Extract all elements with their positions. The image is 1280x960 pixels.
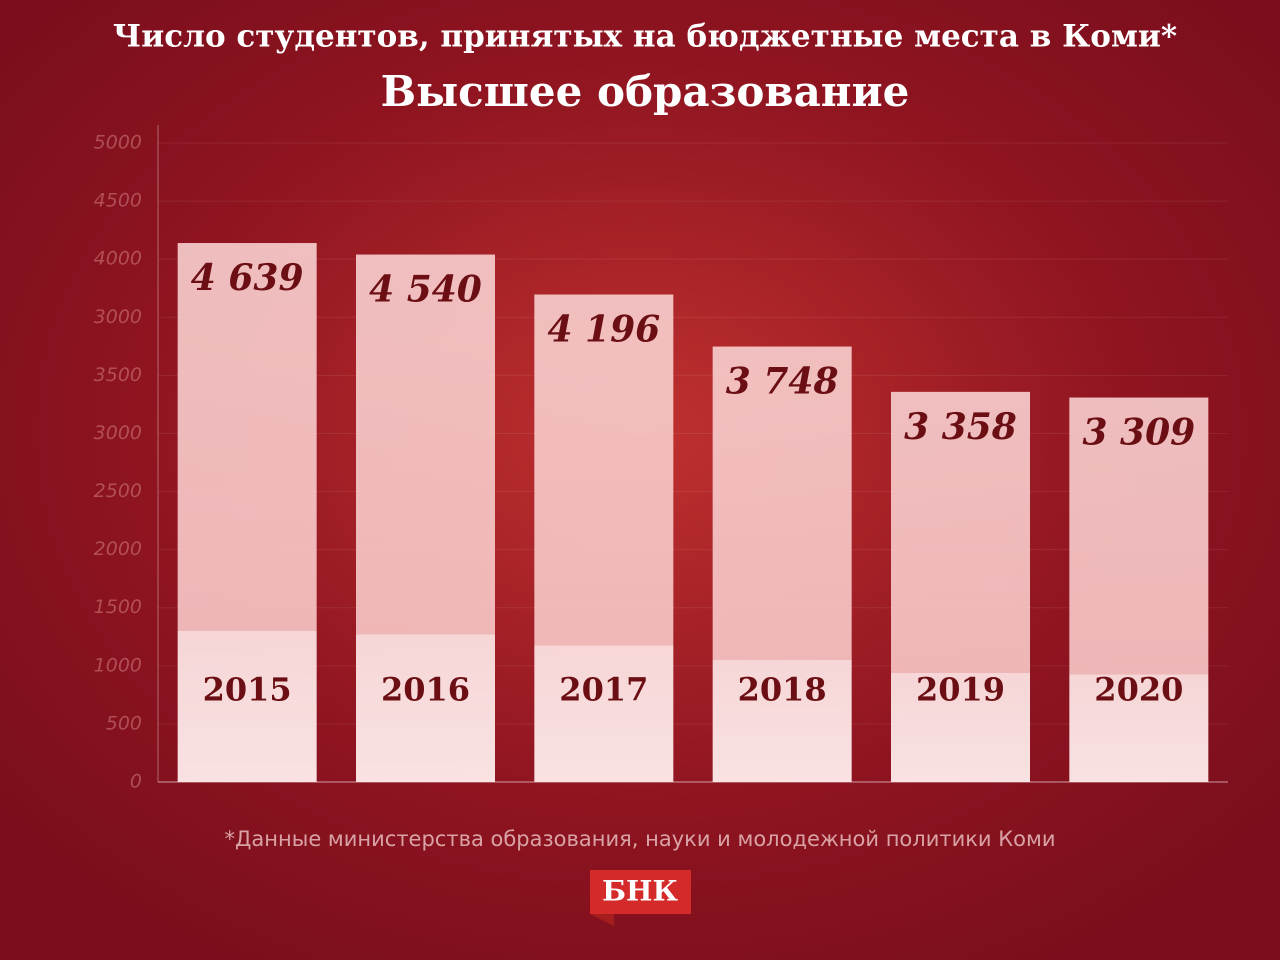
value-label: 4 639 [191, 257, 304, 299]
bar [356, 254, 495, 782]
x-tick-label: 2018 [738, 671, 827, 709]
y-tick-label: 5000 [94, 132, 142, 154]
bar [891, 391, 1030, 782]
footnote: *Данные министерства образования, науки … [225, 827, 1056, 851]
value-label: 3 309 [1082, 412, 1195, 454]
y-tick-label: 2000 [94, 538, 142, 560]
value-label: 4 540 [369, 269, 482, 311]
y-tick-label: 0 [130, 771, 142, 793]
bar [712, 346, 852, 782]
x-tick-label: 2020 [1094, 671, 1183, 709]
bar [534, 294, 674, 782]
y-tick-label: 3000 [94, 306, 142, 328]
chart-title: Число студентов, принятых на бюджетные м… [113, 19, 1177, 55]
y-tick-label: 3000 [94, 422, 142, 444]
y-tick-label: 2500 [94, 480, 142, 502]
x-tick-label: 2016 [381, 671, 470, 709]
bar [1069, 397, 1209, 782]
y-tick-label: 3500 [94, 364, 142, 386]
bar [177, 243, 317, 783]
logo-box [590, 870, 691, 914]
y-tick-label: 1500 [94, 596, 142, 618]
x-tick-label: 2015 [203, 671, 292, 709]
y-tick-label: 4500 [94, 190, 142, 212]
value-label: 3 748 [726, 361, 839, 403]
y-tick-label: 1000 [94, 654, 142, 676]
chart-subtitle: Высшее образование [381, 67, 910, 116]
y-tick-label: 500 [106, 712, 142, 734]
x-tick-label: 2017 [559, 671, 648, 709]
value-label: 4 196 [547, 309, 660, 351]
logo-tail [590, 914, 614, 926]
logo: БНК [602, 875, 678, 908]
value-label: 3 358 [904, 406, 1017, 448]
y-tick-label: 4000 [94, 248, 142, 270]
x-tick-label: 2019 [916, 671, 1005, 709]
